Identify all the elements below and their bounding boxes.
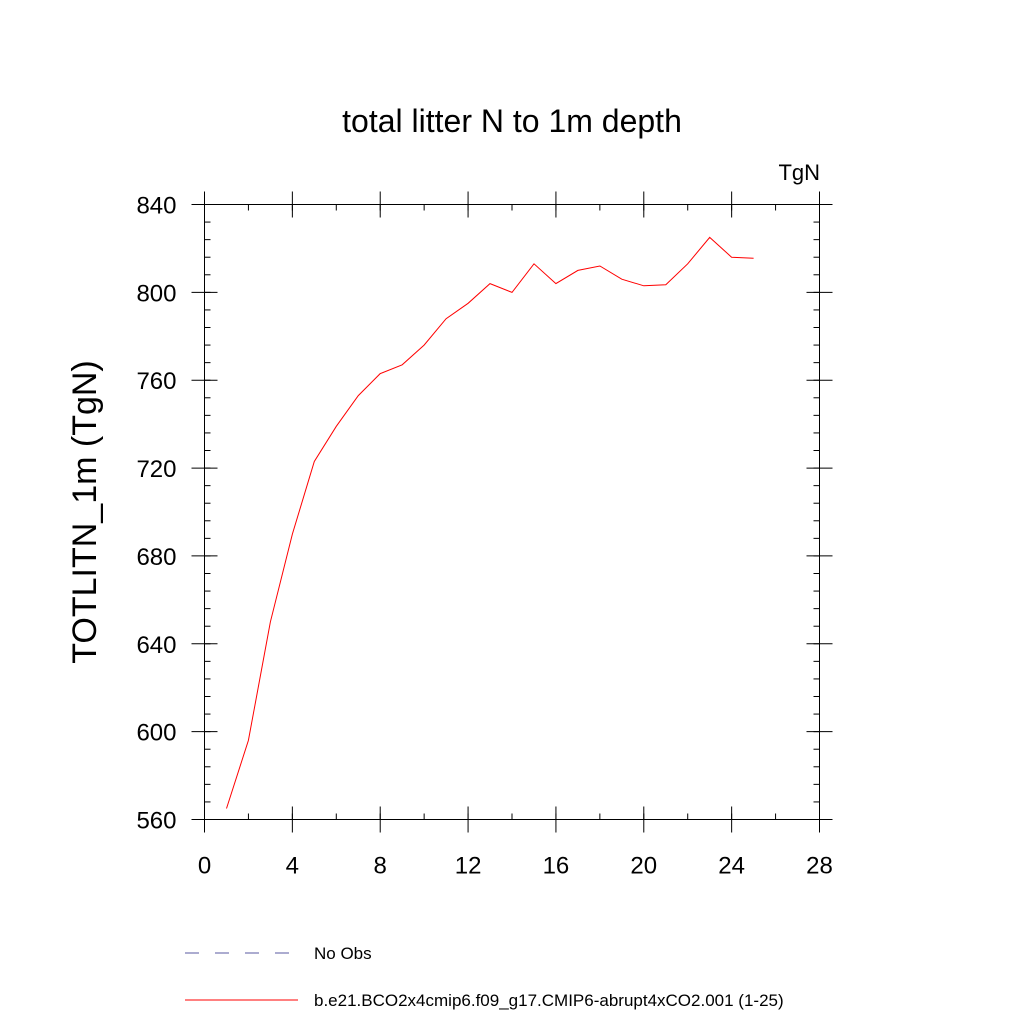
x-tick-label: 24 bbox=[718, 853, 745, 880]
legend-label-no-obs: No Obs bbox=[314, 944, 372, 963]
x-tick-label: 28 bbox=[806, 853, 833, 880]
y-tick-label: 800 bbox=[136, 280, 176, 307]
legend: No Obs b.e21.BCO2x4cmip6.f09_g17.CMIP6-a… bbox=[185, 944, 784, 1010]
legend-label-model-run: b.e21.BCO2x4cmip6.f09_g17.CMIP6-abrupt4x… bbox=[314, 991, 784, 1010]
y-tick-label: 840 bbox=[136, 193, 176, 220]
x-tick-label: 16 bbox=[543, 853, 570, 880]
y-tick-label: 640 bbox=[136, 632, 176, 659]
x-tick-label: 8 bbox=[374, 853, 387, 880]
plot-frame bbox=[204, 204, 820, 820]
series-lines bbox=[226, 236, 754, 809]
x-tick-label: 20 bbox=[630, 853, 657, 880]
y-tick-label: 760 bbox=[136, 368, 176, 395]
y-tick-label: 720 bbox=[136, 456, 176, 483]
axis-ticks bbox=[191, 191, 833, 833]
x-tick-label: 0 bbox=[198, 853, 211, 880]
series-line bbox=[226, 236, 754, 809]
y-tick-label: 600 bbox=[136, 720, 176, 747]
x-tick-label: 12 bbox=[455, 853, 482, 880]
chart-title: total litter N to 1m depth bbox=[342, 103, 682, 139]
y-tick-label: 680 bbox=[136, 544, 176, 571]
units-label: TgN bbox=[778, 160, 820, 185]
y-tick-label: 560 bbox=[136, 808, 176, 835]
y-axis-label: TOTLITN_1m (TgN) bbox=[66, 360, 104, 664]
tick-labels: 0 4 8 12 16 20 24 28 560 600 640 680 720 760 800 840 bbox=[136, 193, 832, 880]
x-tick-label: 4 bbox=[286, 853, 299, 880]
